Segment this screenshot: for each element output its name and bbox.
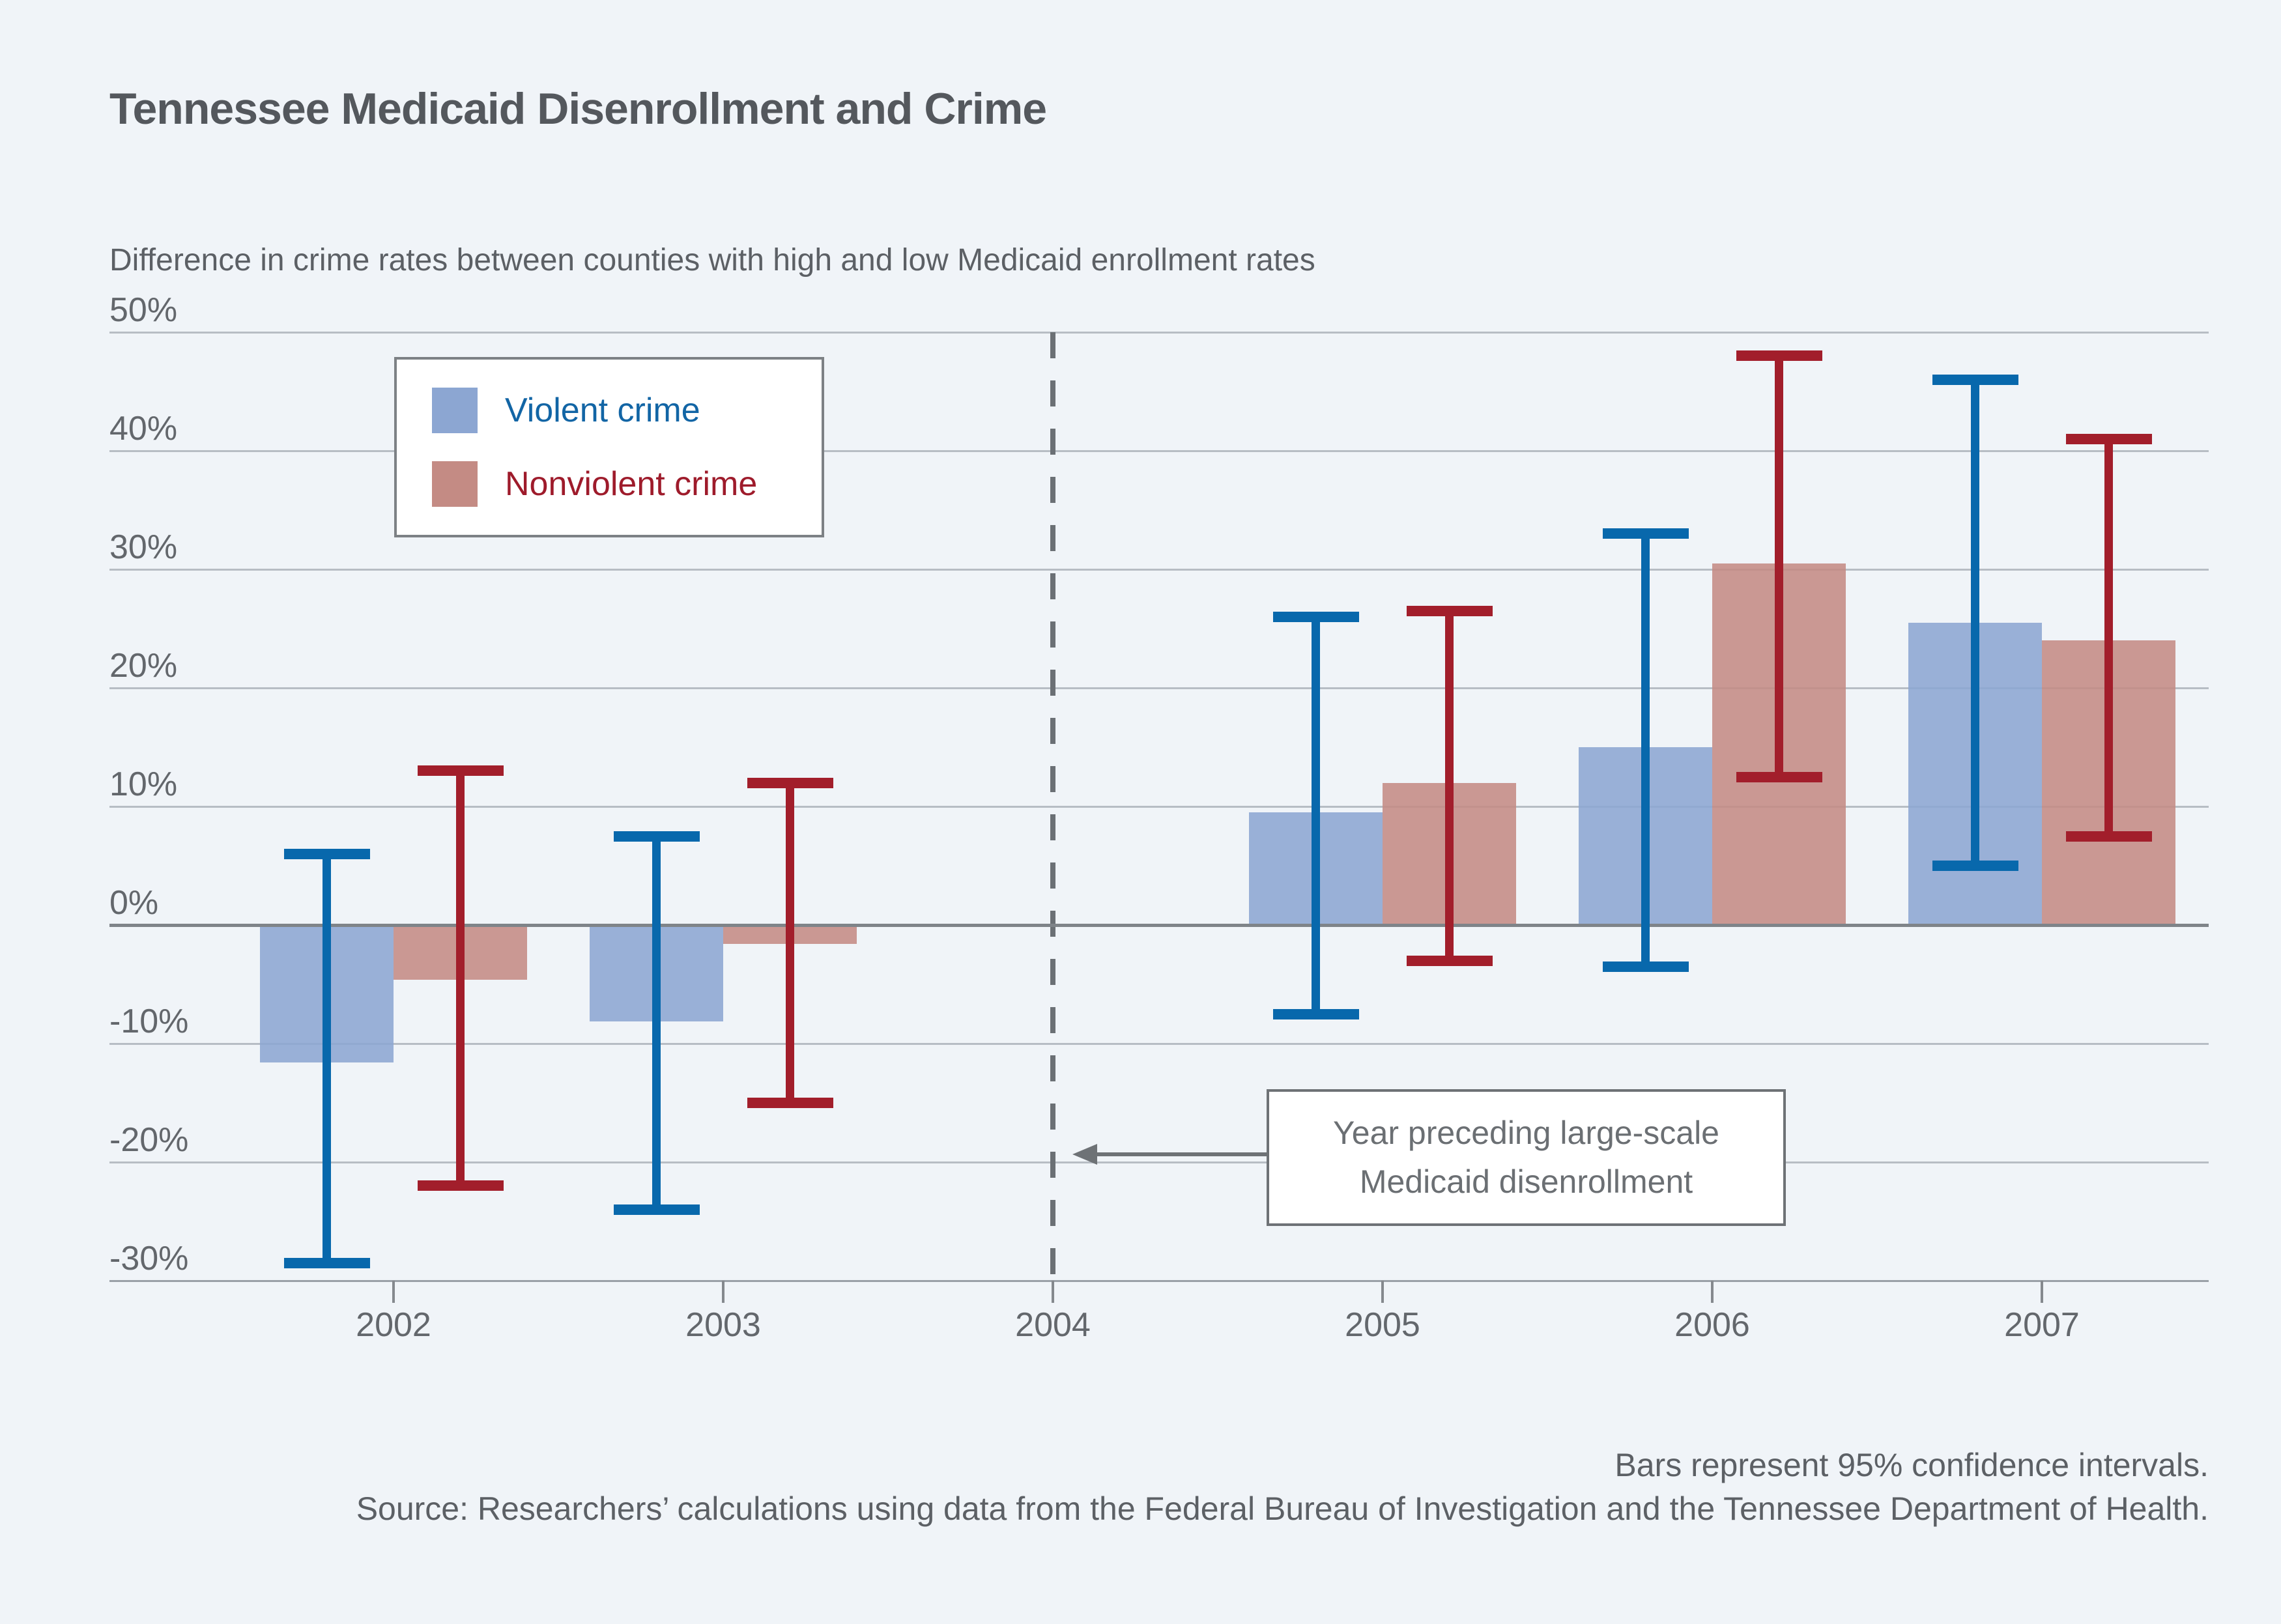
x-axis-label-2004: 2004 bbox=[1015, 1306, 1091, 1344]
x-tick-2005 bbox=[1381, 1281, 1384, 1303]
y-axis-label-30: 30% bbox=[109, 528, 178, 566]
error-bar-nonviolent-2002 bbox=[456, 771, 465, 1186]
error-bar-cap-bottom-nonviolent-2003 bbox=[747, 1098, 833, 1108]
gridline--20 bbox=[109, 1161, 2209, 1163]
error-bar-cap-top-nonviolent-2003 bbox=[747, 777, 833, 788]
zero-line-overlay bbox=[109, 924, 2209, 926]
error-bar-cap-bottom-nonviolent-2005 bbox=[1406, 955, 1493, 966]
error-bar-cap-bottom-violent-2002 bbox=[283, 1257, 370, 1268]
page-title: Tennessee Medicaid Disenrollment and Cri… bbox=[109, 84, 1047, 134]
error-bar-violent-2006 bbox=[1641, 534, 1650, 967]
x-axis-label-2003: 2003 bbox=[685, 1306, 761, 1344]
error-bar-violent-2007 bbox=[1971, 379, 1979, 866]
error-bar-cap-bottom-violent-2003 bbox=[613, 1204, 700, 1215]
error-bar-cap-top-nonviolent-2006 bbox=[1736, 350, 1822, 362]
source-note: Source: Researchers’ calculations using … bbox=[356, 1490, 2209, 1527]
ci-note: Bars represent 95% confidence intervals. bbox=[1614, 1447, 2209, 1483]
error-bar-cap-bottom-nonviolent-2006 bbox=[1736, 771, 1822, 782]
error-bar-nonviolent-2003 bbox=[786, 782, 794, 1103]
error-bar-cap-top-nonviolent-2007 bbox=[2065, 433, 2152, 444]
annotation-arrow-left-icon bbox=[1072, 1144, 1097, 1165]
x-axis-label-2005: 2005 bbox=[1345, 1306, 1420, 1344]
x-tick-2006 bbox=[1711, 1281, 1714, 1303]
gridline-50 bbox=[109, 332, 2209, 334]
error-bar-cap-bottom-violent-2006 bbox=[1602, 961, 1689, 972]
legend: Violent crime Nonviolent crime bbox=[394, 357, 824, 537]
x-axis-label-2007: 2007 bbox=[2004, 1306, 2080, 1344]
error-bar-cap-bottom-nonviolent-2002 bbox=[417, 1180, 504, 1191]
x-tick-2003 bbox=[722, 1281, 724, 1303]
x-axis-label-2002: 2002 bbox=[356, 1306, 431, 1344]
gridline-20 bbox=[109, 687, 2209, 689]
error-bar-cap-bottom-violent-2007 bbox=[1932, 861, 2018, 871]
error-bar-nonviolent-2007 bbox=[2104, 438, 2113, 836]
error-bar-violent-2002 bbox=[323, 853, 331, 1263]
annotation-line-2: Medicaid disenrollment bbox=[1359, 1163, 1693, 1200]
error-bar-cap-top-violent-2002 bbox=[283, 848, 370, 859]
y-axis-label--20: -20% bbox=[109, 1121, 189, 1159]
y-axis-label-20: 20% bbox=[109, 647, 178, 685]
gridline--30 bbox=[109, 1280, 2209, 1282]
y-axis-label-10: 10% bbox=[109, 765, 178, 803]
nonviolent-swatch-icon bbox=[432, 461, 478, 507]
error-bar-violent-2003 bbox=[652, 836, 661, 1210]
error-bar-cap-top-violent-2005 bbox=[1272, 611, 1359, 622]
gridline--10 bbox=[109, 1043, 2209, 1045]
error-bar-cap-top-nonviolent-2002 bbox=[417, 765, 504, 776]
error-bar-nonviolent-2006 bbox=[1775, 356, 1783, 777]
x-axis-label-2006: 2006 bbox=[1674, 1306, 1750, 1344]
error-bar-cap-top-violent-2003 bbox=[613, 831, 700, 842]
y-axis-label-0: 0% bbox=[109, 884, 159, 922]
error-bar-cap-top-violent-2007 bbox=[1932, 374, 2018, 385]
legend-item-violent: Violent crime bbox=[432, 388, 822, 433]
y-axis-label-40: 40% bbox=[109, 410, 178, 448]
error-bar-cap-top-nonviolent-2005 bbox=[1406, 605, 1493, 616]
gridline-40 bbox=[109, 450, 2209, 452]
error-bar-cap-bottom-nonviolent-2007 bbox=[2065, 831, 2152, 842]
dashed-event-line-2004 bbox=[1050, 332, 1055, 1281]
error-bar-nonviolent-2005 bbox=[1445, 610, 1454, 961]
y-axis-label--30: -30% bbox=[109, 1240, 189, 1277]
y-axis-label--10: -10% bbox=[109, 1003, 189, 1040]
gridline-30 bbox=[109, 569, 2209, 571]
x-tick-2007 bbox=[2041, 1281, 2043, 1303]
annotation-arrow-shaft bbox=[1093, 1152, 1267, 1156]
annotation-line-1: Year preceding large-scale bbox=[1333, 1115, 1719, 1151]
legend-label-violent: Violent crime bbox=[505, 392, 700, 429]
error-bar-cap-bottom-violent-2005 bbox=[1272, 1008, 1359, 1019]
error-bar-cap-top-violent-2006 bbox=[1602, 528, 1689, 539]
violent-swatch-icon bbox=[432, 388, 478, 433]
gridline-10 bbox=[109, 806, 2209, 808]
footer-notes: Bars represent 95% confidence intervals.… bbox=[356, 1444, 2209, 1531]
legend-item-nonviolent: Nonviolent crime bbox=[432, 461, 822, 507]
legend-label-nonviolent: Nonviolent crime bbox=[505, 465, 758, 503]
chart-subtitle: Difference in crime rates between counti… bbox=[109, 243, 1315, 278]
x-tick-2002 bbox=[392, 1281, 395, 1303]
y-axis-label-50: 50% bbox=[109, 291, 178, 329]
error-bar-violent-2005 bbox=[1312, 616, 1320, 1014]
x-tick-2004 bbox=[1052, 1281, 1054, 1303]
annotation-callout: Year preceding large-scale Medicaid dise… bbox=[1267, 1089, 1786, 1226]
